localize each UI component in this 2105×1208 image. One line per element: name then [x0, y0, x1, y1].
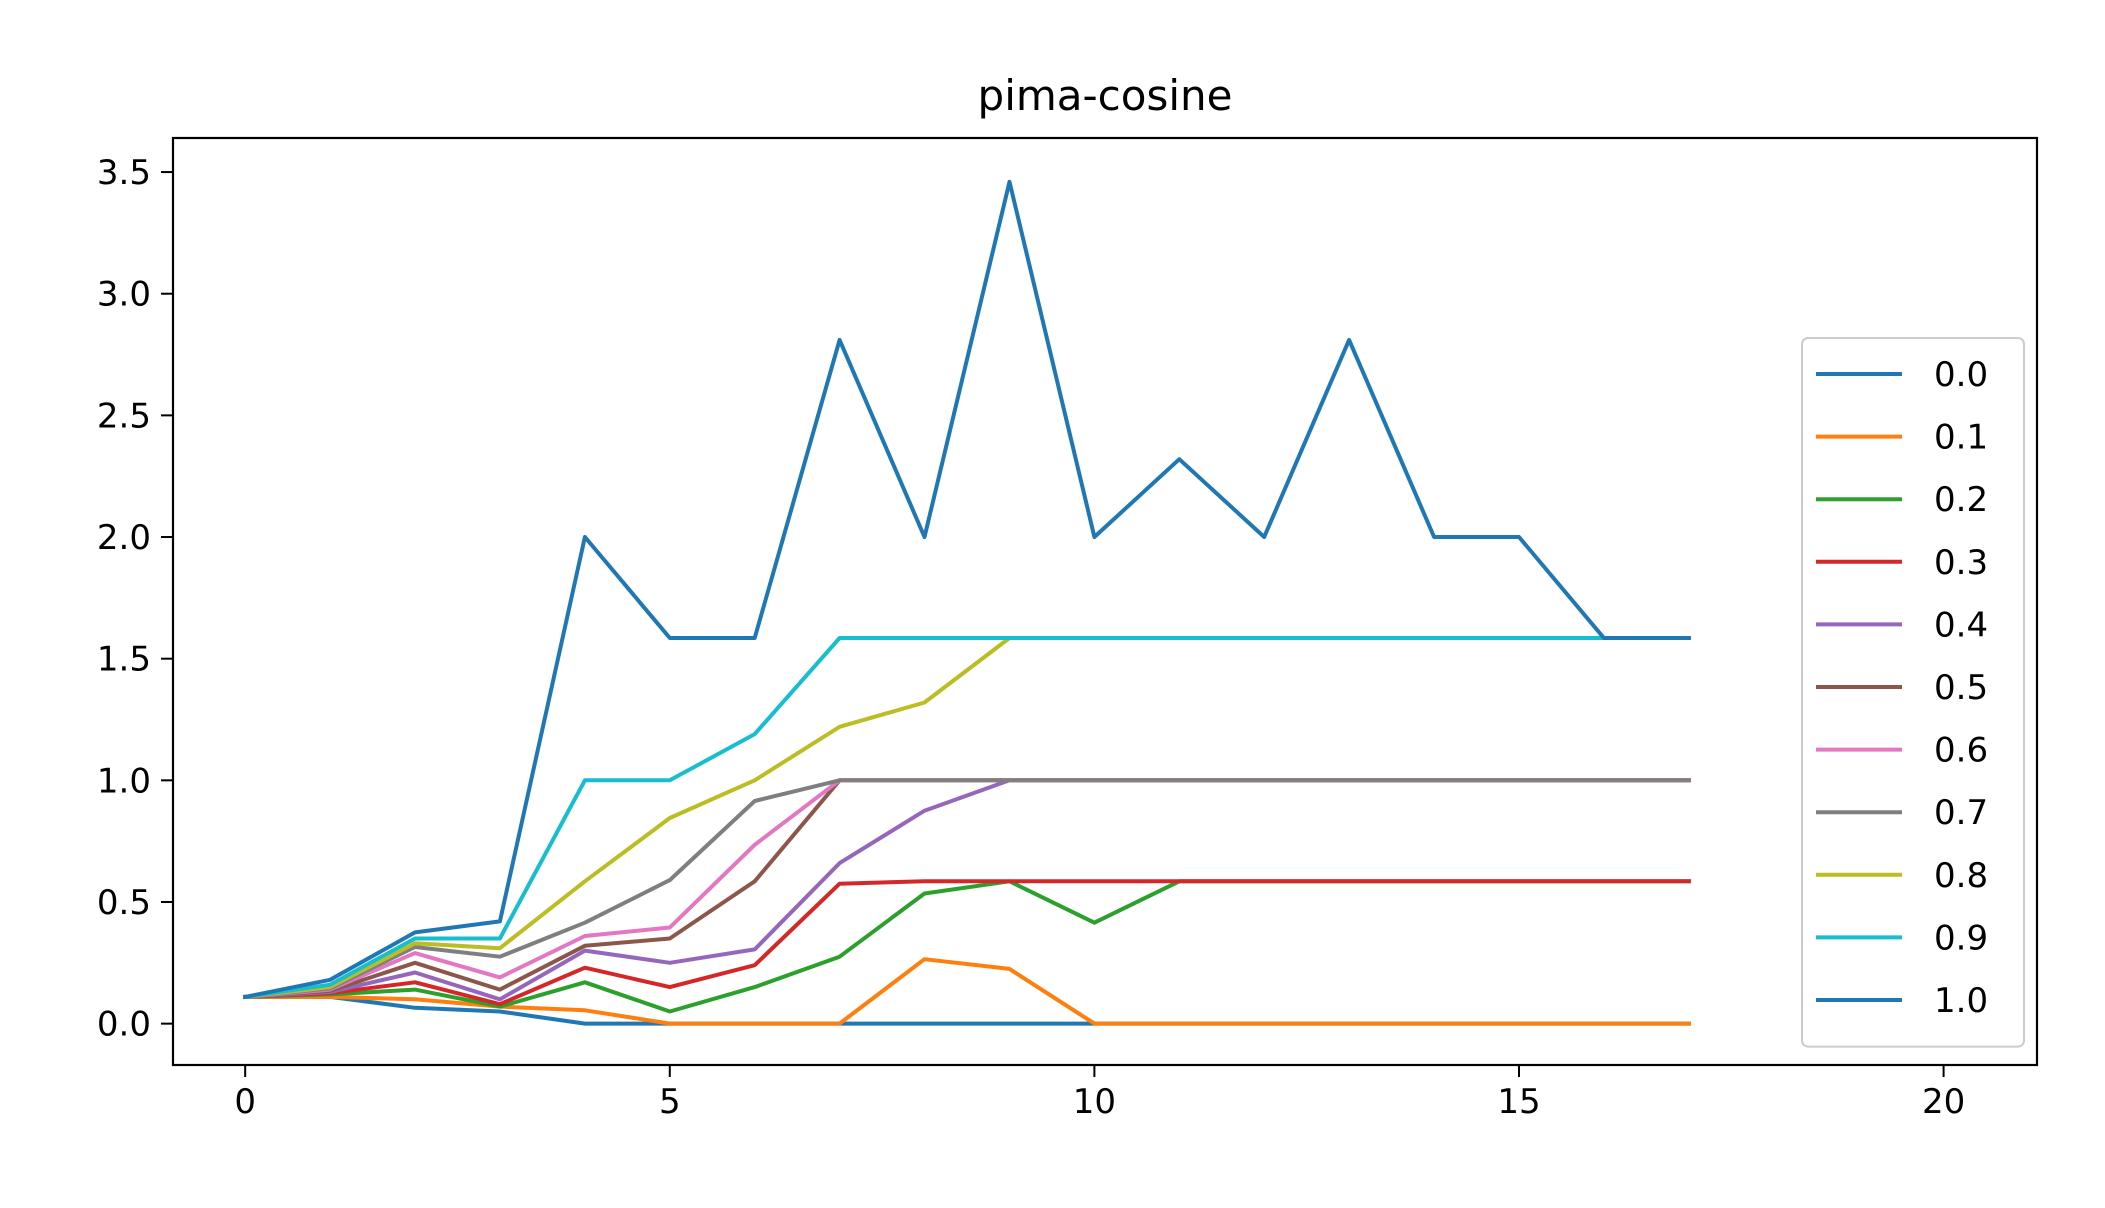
legend-label: 0.9: [1934, 918, 1988, 958]
series-line-3: [243, 879, 1691, 1007]
legend-label: 0.8: [1934, 856, 1988, 896]
x-tick-label: 10: [1073, 1082, 1116, 1122]
legend-label: 0.2: [1934, 480, 1988, 520]
legend-label: 0.3: [1934, 543, 1988, 583]
y-tick-label: 3.0: [97, 275, 151, 315]
axes-frame: [171, 136, 2039, 1067]
y-tick-label: 1.0: [97, 761, 151, 801]
x-axis-ticks: 0 5 10 15 20: [234, 1065, 1965, 1122]
plot-lines: [242, 179, 1691, 1026]
legend-box: [1801, 337, 2025, 1048]
legend-label: 0.1: [1934, 418, 1988, 458]
y-tick-label: 2.5: [97, 396, 151, 436]
series-line-10: [242, 179, 1691, 1000]
legend-label: 0.5: [1934, 668, 1988, 708]
series-line-1: [243, 957, 1691, 1026]
x-tick-label: 0: [234, 1082, 256, 1122]
chart-title: pima-cosine: [978, 71, 1233, 120]
y-axis-ticks: 0.0 0.5 1.0 1.5 2.0 2.5 3.0 3.5: [97, 153, 173, 1045]
legend-label: 0.6: [1934, 731, 1988, 771]
y-tick-label: 3.5: [97, 153, 151, 193]
y-tick-label: 0.5: [97, 883, 151, 923]
x-tick-label: 15: [1497, 1082, 1540, 1122]
legend-label: 0.4: [1934, 605, 1988, 645]
x-tick-label: 5: [659, 1082, 681, 1122]
x-tick-label: 20: [1922, 1082, 1965, 1122]
legend: 0.0 0.1 0.2 0.3 0.4 0.5 0.6 0.7 0.8 0.9 1.0: [1801, 337, 2025, 1048]
y-tick-label: 0.0: [97, 1005, 151, 1045]
legend-label: 0.7: [1934, 793, 1988, 833]
legend-label: 0.0: [1934, 355, 1988, 395]
y-tick-label: 1.5: [97, 640, 151, 680]
series-line-7: [243, 778, 1691, 1000]
series-line-9: [242, 636, 1691, 1000]
series-line-8: [242, 636, 1691, 1000]
legend-label: 1.0: [1934, 981, 1988, 1021]
y-tick-label: 2.0: [97, 518, 151, 558]
